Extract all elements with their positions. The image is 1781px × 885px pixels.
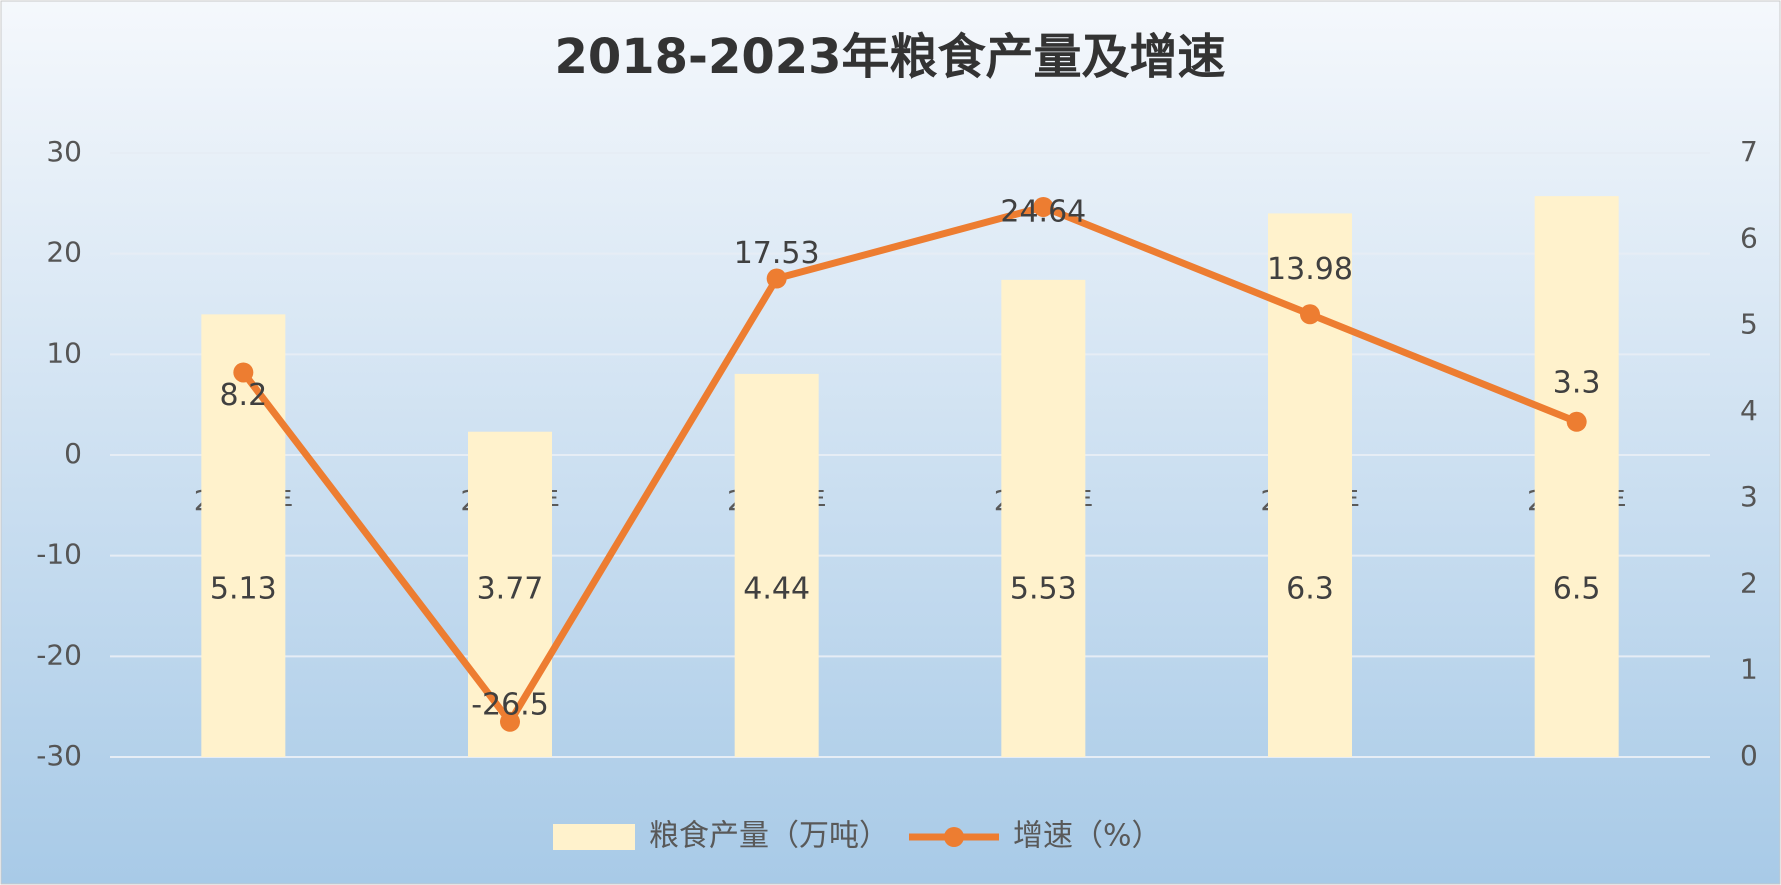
line-value-label: 13.98 — [1267, 252, 1353, 287]
bar — [201, 314, 286, 757]
y2-tick-label: 0 — [1740, 739, 1758, 772]
y2-tick-label: 6 — [1740, 221, 1758, 254]
legend-swatch — [944, 827, 964, 847]
line-value-label: 17.53 — [734, 236, 820, 271]
line-marker — [1300, 304, 1320, 325]
line-marker — [500, 711, 520, 732]
y2-tick-label: 7 — [1740, 135, 1758, 168]
bar-value-label: 5.13 — [210, 572, 277, 607]
line-value-label: 8.2 — [219, 378, 267, 413]
bar — [468, 431, 552, 757]
legend-label: 增速（%） — [1013, 819, 1162, 854]
y-tick-label: 0 — [64, 437, 82, 470]
line-marker — [1033, 196, 1054, 217]
bar-value-label: 6.5 — [1553, 572, 1601, 607]
bar-value-label: 4.44 — [743, 572, 810, 607]
legend-label: 粮食产量（万吨） — [649, 819, 889, 854]
line-value-label: 24.64 — [1000, 194, 1086, 229]
y2-tick-label: 2 — [1740, 566, 1758, 599]
line-marker — [1566, 411, 1587, 432]
y2-tick-label: 1 — [1740, 653, 1758, 686]
y2-tick-label: 4 — [1740, 394, 1758, 427]
line-marker — [766, 268, 787, 289]
y-tick-label: 30 — [46, 135, 82, 168]
y-tick-label: 20 — [46, 236, 82, 269]
bar-value-label: 3.77 — [477, 572, 544, 607]
y2-tick-label: 3 — [1740, 480, 1758, 513]
bar — [1268, 213, 1352, 757]
y2-tick-label: 5 — [1740, 308, 1758, 341]
bar — [1534, 196, 1619, 758]
bar-value-label: 5.53 — [1010, 572, 1077, 607]
line-value-label: 3.3 — [1553, 365, 1601, 400]
y-tick-label: -10 — [36, 538, 82, 571]
bar-value-label: 6.3 — [1286, 572, 1334, 607]
chart-title: 2018-2023年粮食产量及增速 — [554, 29, 1225, 85]
y-tick-label: -20 — [36, 638, 82, 671]
legend-swatch — [553, 824, 635, 850]
y-tick-label: -30 — [36, 739, 82, 772]
line-value-label: -26.5 — [471, 687, 549, 722]
bar — [734, 373, 819, 757]
bar — [1001, 279, 1086, 757]
line-marker — [233, 362, 254, 383]
line — [240, 203, 1578, 726]
y-tick-label: 10 — [46, 336, 82, 369]
